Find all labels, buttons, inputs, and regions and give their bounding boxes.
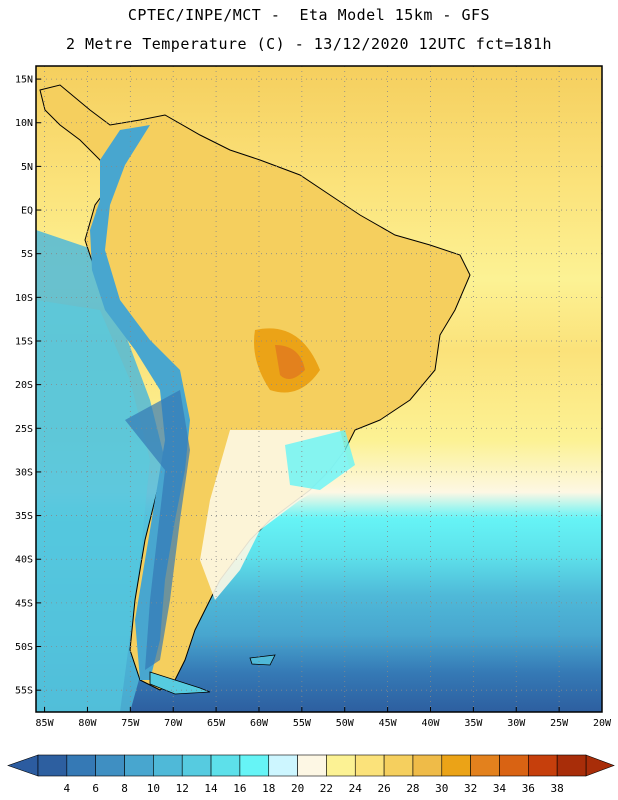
colorbar-swatch bbox=[528, 754, 558, 777]
colorbar-label: 18 bbox=[262, 782, 275, 795]
lon-label: 45W bbox=[379, 718, 398, 729]
longitude-labels: 85W 80W 75W 70W 65W 60W 55W 50W 45W 40W 35W 30W 25W 2… bbox=[36, 718, 612, 729]
colorbar-low-arrow bbox=[7, 754, 39, 777]
pacific-band bbox=[36, 300, 150, 712]
colorbar-swatch bbox=[239, 754, 270, 777]
colorbar-label: 32 bbox=[464, 782, 477, 795]
colorbar-swatch bbox=[268, 754, 298, 777]
lon-label: 35W bbox=[464, 718, 483, 729]
colorbar: 4 6 8 10 12 14 16 18 20 22 24 26 28 30 32 34 36 38 bbox=[7, 754, 615, 795]
colorbar-label: 22 bbox=[320, 782, 333, 795]
colorbar-swatch bbox=[556, 754, 587, 777]
lat-label: 55S bbox=[15, 686, 33, 697]
colorbar-label: 8 bbox=[121, 782, 128, 795]
lon-label: 60W bbox=[250, 718, 269, 729]
colorbar-label: 6 bbox=[92, 782, 99, 795]
lon-label: 20W bbox=[593, 718, 612, 729]
map-frame bbox=[35, 65, 603, 713]
lat-label: 15N bbox=[15, 75, 33, 86]
colorbar-label: 16 bbox=[233, 782, 246, 795]
lat-label: 15S bbox=[15, 336, 33, 347]
colorbar-swatch bbox=[297, 754, 327, 777]
andes-cold-core bbox=[125, 390, 190, 670]
colorbar-label: 4 bbox=[64, 782, 71, 795]
colorbar-swatch bbox=[66, 754, 96, 777]
tierra-del-fuego bbox=[149, 671, 211, 695]
colorbar-swatch bbox=[326, 754, 356, 777]
colorbar-swatch bbox=[153, 754, 183, 777]
colorbar-label: 10 bbox=[147, 782, 160, 795]
colorbar-swatch bbox=[499, 754, 529, 777]
lat-label: 5S bbox=[21, 249, 33, 260]
falkland-islands bbox=[249, 654, 276, 666]
latitude-labels: 15N 10N 5N EQ 5S 10S 15S 20S 25S 30S 35S 40S 45S 50S 5… bbox=[15, 75, 33, 697]
colorbar-swatch bbox=[383, 754, 414, 777]
colorbar-label: 20 bbox=[291, 782, 304, 795]
lon-label: 50W bbox=[336, 718, 355, 729]
lon-label: 30W bbox=[507, 718, 526, 729]
colorbar-swatch bbox=[470, 754, 500, 777]
lat-label: 50S bbox=[15, 642, 33, 653]
lat-label: 5N bbox=[21, 162, 33, 173]
colorbar-swatch bbox=[181, 754, 212, 777]
colorbar-high-arrow bbox=[585, 754, 615, 777]
lat-label: 40S bbox=[15, 555, 33, 566]
lat-label: 25S bbox=[15, 424, 33, 435]
lon-label: 80W bbox=[78, 718, 97, 729]
colorbar-label: 28 bbox=[406, 782, 419, 795]
colorbar-label: 38 bbox=[551, 782, 564, 795]
lon-label: 85W bbox=[36, 718, 55, 729]
colorbar-swatch bbox=[124, 754, 154, 777]
colorbar-label: 30 bbox=[435, 782, 448, 795]
colorbar-swatch bbox=[412, 754, 443, 777]
chart-subtitle: 2 Metre Temperature (C) - 13/12/2020 12U… bbox=[65, 35, 553, 53]
lat-label: 30S bbox=[15, 467, 33, 478]
colorbar-swatch bbox=[354, 754, 385, 777]
colorbar-label: 36 bbox=[522, 782, 535, 795]
colorbar-swatch bbox=[95, 754, 125, 777]
lat-label: 10N bbox=[15, 118, 33, 129]
colorbar-label: 12 bbox=[176, 782, 189, 795]
lon-label: 25W bbox=[550, 718, 569, 729]
lat-label: EQ bbox=[21, 206, 33, 217]
lon-label: 70W bbox=[164, 718, 183, 729]
lon-label: 75W bbox=[121, 718, 140, 729]
colorbar-label: 34 bbox=[493, 782, 507, 795]
colorbar-label: 14 bbox=[204, 782, 218, 795]
chart-title: CPTEC/INPE/MCT - Eta Model 15km - GFS bbox=[127, 6, 491, 24]
southern-brazil-cool bbox=[285, 430, 355, 490]
lon-label: 55W bbox=[293, 718, 312, 729]
lat-label: 20S bbox=[15, 380, 33, 391]
colorbar-swatch bbox=[441, 754, 471, 777]
colorbar-swatch bbox=[37, 754, 68, 777]
lon-label: 40W bbox=[421, 718, 440, 729]
colorbar-swatch bbox=[210, 754, 241, 777]
hot-core bbox=[275, 345, 305, 379]
lat-label: 45S bbox=[15, 598, 33, 609]
colorbar-label: 26 bbox=[377, 782, 390, 795]
lon-label: 65W bbox=[207, 718, 226, 729]
lat-label: 35S bbox=[15, 511, 33, 522]
lat-label: 10S bbox=[15, 293, 33, 304]
colorbar-label: 24 bbox=[349, 782, 363, 795]
